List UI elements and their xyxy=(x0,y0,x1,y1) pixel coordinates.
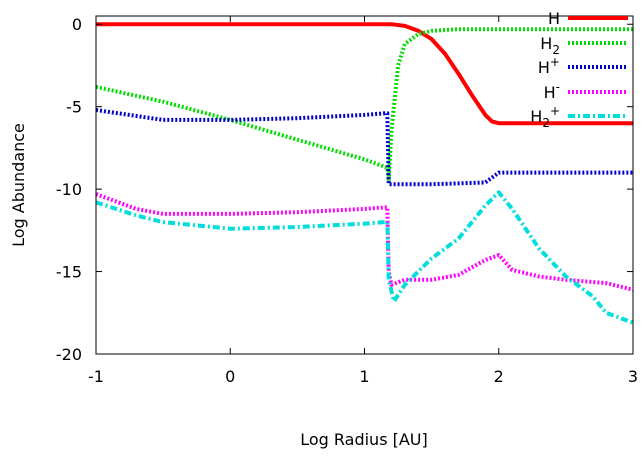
y-tick-label: -10 xyxy=(56,180,82,199)
legend-label: H xyxy=(548,9,560,28)
ticks-layer: -1 0 1 2 3-20-15-10-50 xyxy=(56,15,638,386)
series-line-0 xyxy=(96,22,633,126)
series-layer xyxy=(95,22,634,325)
x-tick-label: 2 xyxy=(494,367,504,386)
series-line-4 xyxy=(95,190,634,325)
y-tick-label: -15 xyxy=(56,263,82,282)
y-tick-label: -5 xyxy=(66,98,82,117)
x-tick-label: 0 xyxy=(225,367,235,386)
series-line-3 xyxy=(95,192,634,292)
x-tick-label: 1 xyxy=(359,367,369,386)
series-line-1 xyxy=(95,27,633,183)
x-tick-label: -1 xyxy=(88,367,104,386)
legend-label: H- xyxy=(544,80,560,102)
legend-label: H+ xyxy=(538,55,560,77)
x-axis-label: Log Radius [AU] xyxy=(300,430,428,449)
x-tick-label: 3 xyxy=(628,367,638,386)
y-axis-label: Log Abundance xyxy=(9,123,28,247)
legend-label: H2 xyxy=(540,34,560,57)
y-tick-label: -20 xyxy=(56,345,82,364)
series-line-2 xyxy=(95,108,633,187)
y-tick-label: 0 xyxy=(72,15,82,34)
legend: H H2H+ H-H2+ xyxy=(530,9,628,130)
legend-label: H2+ xyxy=(530,104,560,130)
